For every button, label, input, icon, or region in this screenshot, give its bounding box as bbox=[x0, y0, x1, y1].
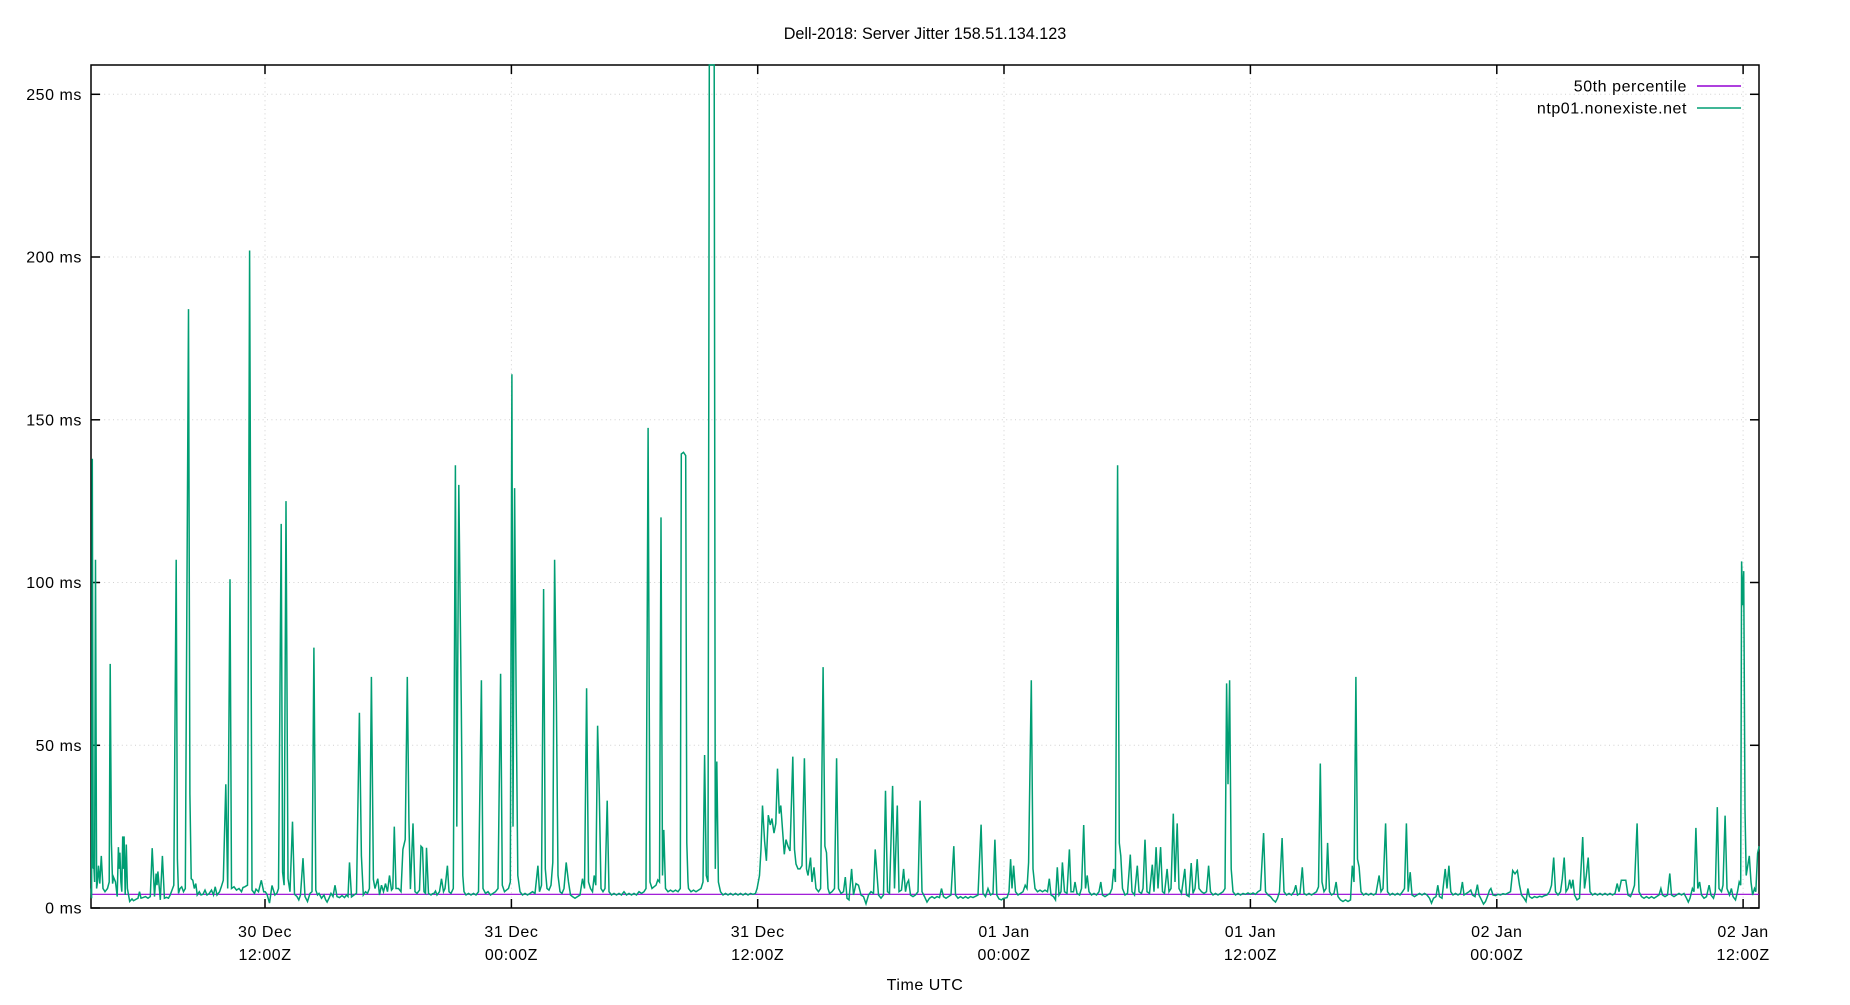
svg-text:30 Dec: 30 Dec bbox=[238, 924, 292, 941]
svg-text:01 Jan: 01 Jan bbox=[978, 924, 1029, 941]
svg-text:ntp01.nonexiste.net: ntp01.nonexiste.net bbox=[1537, 101, 1687, 118]
svg-text:0 ms: 0 ms bbox=[45, 901, 82, 918]
svg-text:50 ms: 50 ms bbox=[36, 738, 82, 755]
svg-text:02 Jan: 02 Jan bbox=[1717, 924, 1768, 941]
svg-text:31 Dec: 31 Dec bbox=[484, 924, 538, 941]
svg-text:250 ms: 250 ms bbox=[26, 87, 82, 104]
svg-text:Time UTC: Time UTC bbox=[887, 977, 964, 994]
svg-text:00:00Z: 00:00Z bbox=[485, 947, 538, 964]
svg-text:50th percentile: 50th percentile bbox=[1574, 79, 1687, 96]
svg-text:00:00Z: 00:00Z bbox=[1470, 947, 1523, 964]
svg-text:12:00Z: 12:00Z bbox=[731, 947, 784, 964]
svg-text:150 ms: 150 ms bbox=[26, 412, 82, 429]
svg-text:01 Jan: 01 Jan bbox=[1225, 924, 1276, 941]
svg-text:00:00Z: 00:00Z bbox=[977, 947, 1030, 964]
svg-text:200 ms: 200 ms bbox=[26, 250, 82, 267]
svg-text:12:00Z: 12:00Z bbox=[238, 947, 291, 964]
svg-text:02 Jan: 02 Jan bbox=[1471, 924, 1522, 941]
svg-text:Dell-2018: Server Jitter 158.5: Dell-2018: Server Jitter 158.51.134.123 bbox=[784, 25, 1067, 43]
svg-text:31 Dec: 31 Dec bbox=[731, 924, 785, 941]
svg-text:100 ms: 100 ms bbox=[26, 575, 82, 592]
svg-text:12:00Z: 12:00Z bbox=[1717, 947, 1770, 964]
svg-text:12:00Z: 12:00Z bbox=[1224, 947, 1277, 964]
